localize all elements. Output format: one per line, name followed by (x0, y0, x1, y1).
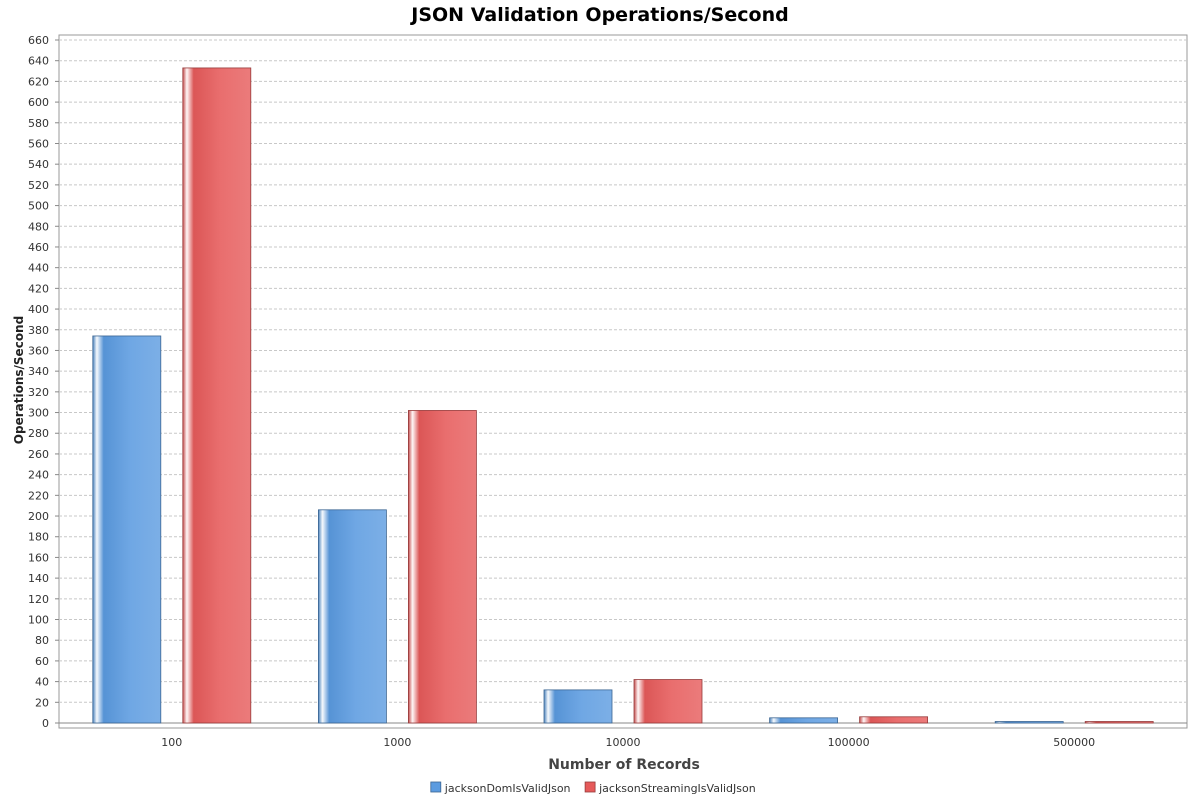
y-tick-label: 40 (35, 676, 49, 689)
y-tick-label: 380 (28, 324, 49, 337)
bar-jacksonDomIsValidJson-1000 (317, 509, 387, 724)
y-axis-label: Operations/Second (12, 316, 26, 444)
y-tick-label: 20 (35, 696, 49, 709)
y-tick-label: 640 (28, 55, 49, 68)
bar-jacksonDomIsValidJson-500000 (994, 721, 1064, 724)
y-tick-label: 480 (28, 220, 49, 233)
y-tick-label: 420 (28, 282, 49, 295)
bar-jacksonStreamingIsValidJson-100000 (859, 716, 928, 724)
x-tick-label: 500000 (1053, 736, 1095, 749)
y-tick-label: 260 (28, 448, 49, 461)
grid-lines (59, 39, 1187, 724)
bar-jacksonStreamingIsValidJson-500000 (1084, 721, 1154, 724)
y-tick-label: 60 (35, 655, 49, 668)
legend-label: jacksonStreamingIsValidJson (598, 782, 756, 795)
y-tick-label: 340 (28, 365, 49, 378)
y-tick-label: 440 (28, 262, 49, 275)
y-tick-label: 300 (28, 407, 49, 420)
y-tick-label: 560 (28, 137, 49, 150)
y-tick-label: 520 (28, 179, 49, 192)
bar-jacksonStreamingIsValidJson-100 (182, 67, 252, 724)
y-tick-label: 360 (28, 344, 49, 357)
y-tick-label: 540 (28, 158, 49, 171)
x-tick-label: 10000 (606, 736, 641, 749)
y-tick-label: 140 (28, 572, 49, 585)
y-tick-label: 160 (28, 551, 49, 564)
y-tick-label: 100 (28, 614, 49, 627)
legend-item-jacksonDomIsValidJson: jacksonDomIsValidJson (430, 781, 571, 795)
y-tick-label: 660 (28, 34, 49, 47)
y-tick-label: 0 (42, 717, 49, 730)
y-tick-label: 240 (28, 469, 49, 482)
x-tick-label: 100 (161, 736, 182, 749)
x-axis-ticks: 100 1000 10000 100000 500000 (161, 736, 1095, 749)
x-axis-label: Number of Records (548, 757, 700, 773)
bars (92, 67, 1154, 724)
y-tick-label: 600 (28, 96, 49, 109)
legend: jacksonDomIsValidJson jacksonStreamingIsV… (430, 781, 756, 795)
y-tick-label: 120 (28, 593, 49, 606)
y-tick-label: 500 (28, 200, 49, 213)
x-tick-label: 100000 (828, 736, 870, 749)
x-tick-label: 1000 (383, 736, 411, 749)
y-tick-label: 80 (35, 634, 49, 647)
bar-jacksonDomIsValidJson-10000 (543, 689, 613, 724)
y-tick-label: 620 (28, 75, 49, 88)
legend-swatch (430, 781, 442, 793)
bar-jacksonDomIsValidJson-100000 (769, 717, 838, 724)
bar-jacksonStreamingIsValidJson-1000 (407, 410, 477, 724)
bar-jacksonDomIsValidJson-100 (92, 335, 162, 724)
legend-label: jacksonDomIsValidJson (444, 782, 571, 795)
chart-title: JSON Validation Operations/Second (409, 4, 788, 26)
y-tick-label: 280 (28, 427, 49, 440)
bar-jacksonStreamingIsValidJson-10000 (633, 679, 703, 724)
y-tick-label: 400 (28, 303, 49, 316)
y-tick-label: 580 (28, 117, 49, 130)
y-tick-label: 200 (28, 510, 49, 523)
legend-swatch (584, 781, 596, 793)
y-tick-label: 460 (28, 241, 49, 254)
y-tick-label: 220 (28, 489, 49, 502)
y-tick-label: 320 (28, 386, 49, 399)
y-tick-label: 180 (28, 531, 49, 544)
y-axis-ticks: 0 20 40 60 80 100 120 140 160 180 200 220 240 260 280 3… (28, 34, 59, 730)
legend-item-jacksonStreamingIsValidJson: jacksonStreamingIsValidJson (584, 781, 756, 795)
